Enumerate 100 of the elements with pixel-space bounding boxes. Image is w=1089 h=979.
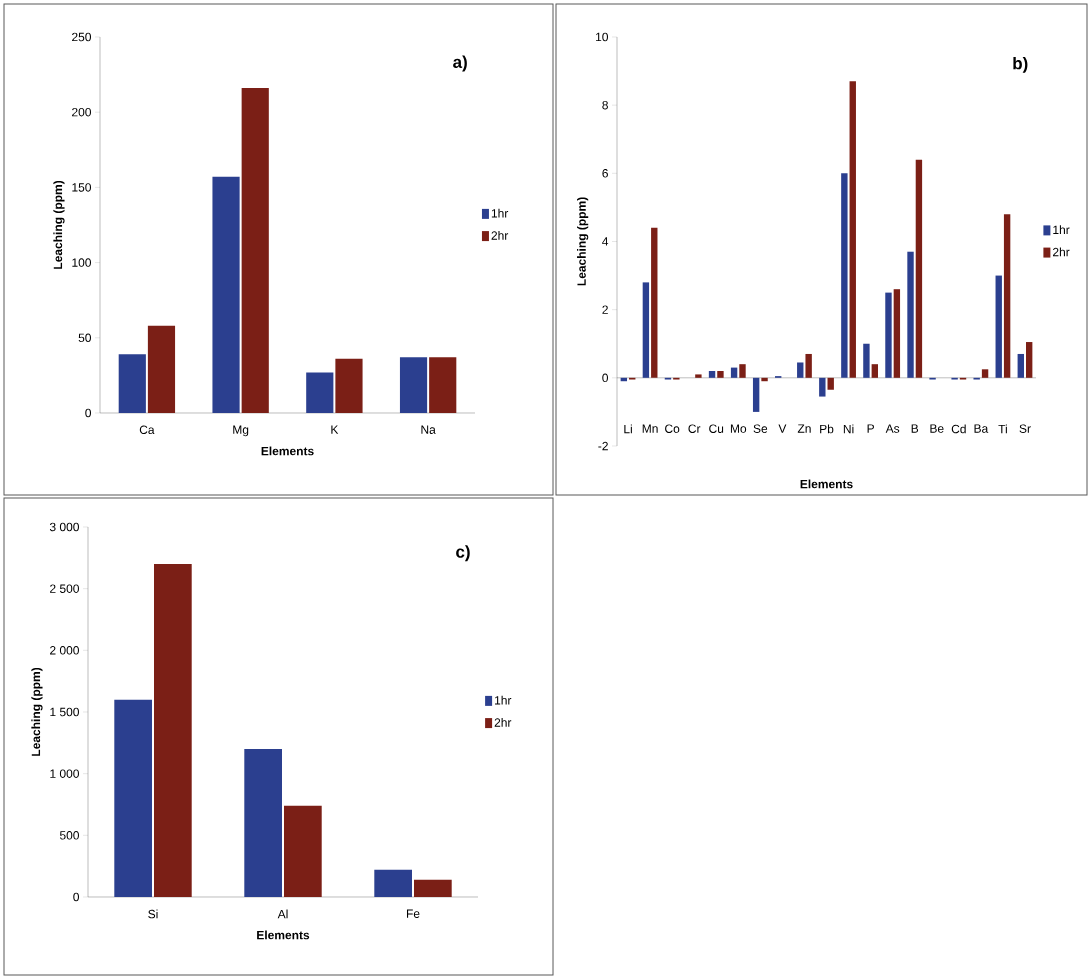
x-tick-label: Si	[148, 909, 158, 919]
y-tick-label: 3 000	[49, 522, 79, 532]
bar	[414, 879, 452, 897]
y-tick-label: 2 500	[50, 584, 79, 593]
x-tick-label: B	[911, 424, 919, 433]
y-tick-label: -2	[598, 441, 608, 451]
x-tick-label: Ni	[843, 424, 854, 434]
y-tick-label: 8	[602, 100, 608, 110]
bar	[284, 805, 322, 897]
bar	[114, 699, 153, 897]
y-tick-label: 10	[596, 32, 609, 42]
x-tick-label: Al	[277, 909, 288, 919]
x-tick-label: Cd	[951, 424, 966, 434]
bar	[981, 369, 989, 378]
bar	[841, 173, 848, 378]
bar	[885, 292, 892, 378]
x-axis-title: Elements	[800, 479, 853, 489]
legend-label: 2hr	[494, 717, 512, 727]
x-tick-label: Mo	[730, 424, 747, 433]
legend-label: 1hr	[495, 695, 512, 705]
x-tick-label: Ti	[998, 424, 1007, 434]
bar	[399, 357, 428, 413]
bar	[642, 282, 650, 378]
legend-label: 2hr	[1052, 247, 1070, 257]
y-tick-label: 0	[85, 408, 92, 418]
y-tick-label: 100	[72, 258, 92, 267]
bar	[730, 367, 738, 378]
bar	[1017, 353, 1024, 378]
bar	[849, 81, 856, 378]
bar	[374, 869, 412, 897]
x-tick-label: Cr	[688, 424, 701, 433]
y-tick-label: 1 500	[50, 707, 79, 717]
text: a)	[453, 55, 467, 72]
x-axis-title: Elements	[257, 930, 310, 940]
y-tick-label: 0	[73, 892, 80, 902]
y-axis-title: Leaching (ppm)	[31, 667, 43, 756]
bar	[863, 343, 870, 378]
bar	[244, 748, 282, 897]
bar	[717, 371, 724, 378]
x-tick-label: Mn	[642, 424, 658, 433]
x-tick-label: Sr	[1019, 424, 1031, 433]
x-tick-label: Ba	[974, 424, 989, 433]
x-tick-label: Cu	[709, 424, 724, 433]
bar	[429, 357, 457, 413]
bar	[212, 176, 240, 413]
bar	[1025, 342, 1033, 378]
x-tick-label: Pb	[820, 424, 834, 434]
y-tick-label: 500	[59, 831, 80, 840]
x-tick-label: Na	[421, 425, 436, 434]
bar	[995, 275, 1002, 378]
x-tick-label: Fe	[406, 909, 420, 918]
bar	[893, 289, 901, 378]
bar	[819, 377, 826, 397]
bar	[118, 354, 146, 413]
x-tick-label: Zn	[797, 424, 811, 433]
bar	[335, 358, 363, 413]
bar	[871, 364, 879, 378]
x-tick-label: Co	[665, 424, 680, 433]
x-tick-label: Se	[753, 424, 768, 433]
text: b)	[1013, 56, 1028, 73]
y-tick-label: 150	[72, 183, 92, 192]
x-tick-label: Mg	[233, 425, 249, 437]
x-axis-title: Elements	[261, 446, 314, 456]
x-tick-label: As	[885, 424, 900, 433]
y-tick-label: 200	[72, 107, 92, 117]
bar	[797, 362, 804, 378]
legend-label: 1hr	[491, 208, 509, 218]
x-tick-label: K	[331, 425, 339, 434]
y-tick-label: 4	[602, 237, 609, 246]
bar	[651, 227, 658, 378]
y-axis-title: Leaching (ppm)	[577, 197, 589, 286]
text: c)	[456, 545, 470, 562]
y-tick-label: 50	[78, 333, 92, 343]
x-tick-label: P	[867, 424, 874, 433]
bar	[827, 377, 834, 390]
bar	[761, 377, 768, 382]
bar	[695, 374, 702, 378]
bar	[915, 159, 923, 378]
bar	[708, 371, 716, 378]
bar	[147, 325, 176, 413]
x-tick-label: Li	[624, 424, 632, 434]
x-tick-label: Ca	[139, 425, 155, 435]
legend-label: 2hr	[491, 230, 509, 240]
bar	[154, 563, 192, 897]
y-tick-label: 2 000	[50, 646, 79, 655]
bar	[739, 364, 746, 378]
bar	[1003, 214, 1011, 378]
y-tick-label: 6	[602, 169, 608, 178]
y-tick-label: 1 000	[50, 769, 79, 778]
x-tick-label: Be	[930, 424, 944, 433]
y-tick-label: 2	[602, 305, 608, 314]
legend-label: 1hr	[1053, 225, 1070, 234]
bar	[907, 251, 914, 378]
y-tick-label: 250	[72, 32, 92, 42]
y-axis-title: Leaching (ppm)	[53, 180, 65, 269]
bar	[752, 377, 760, 412]
bar	[805, 353, 812, 378]
x-tick-label: V	[778, 424, 787, 433]
bar	[241, 88, 269, 413]
bar	[306, 372, 334, 413]
